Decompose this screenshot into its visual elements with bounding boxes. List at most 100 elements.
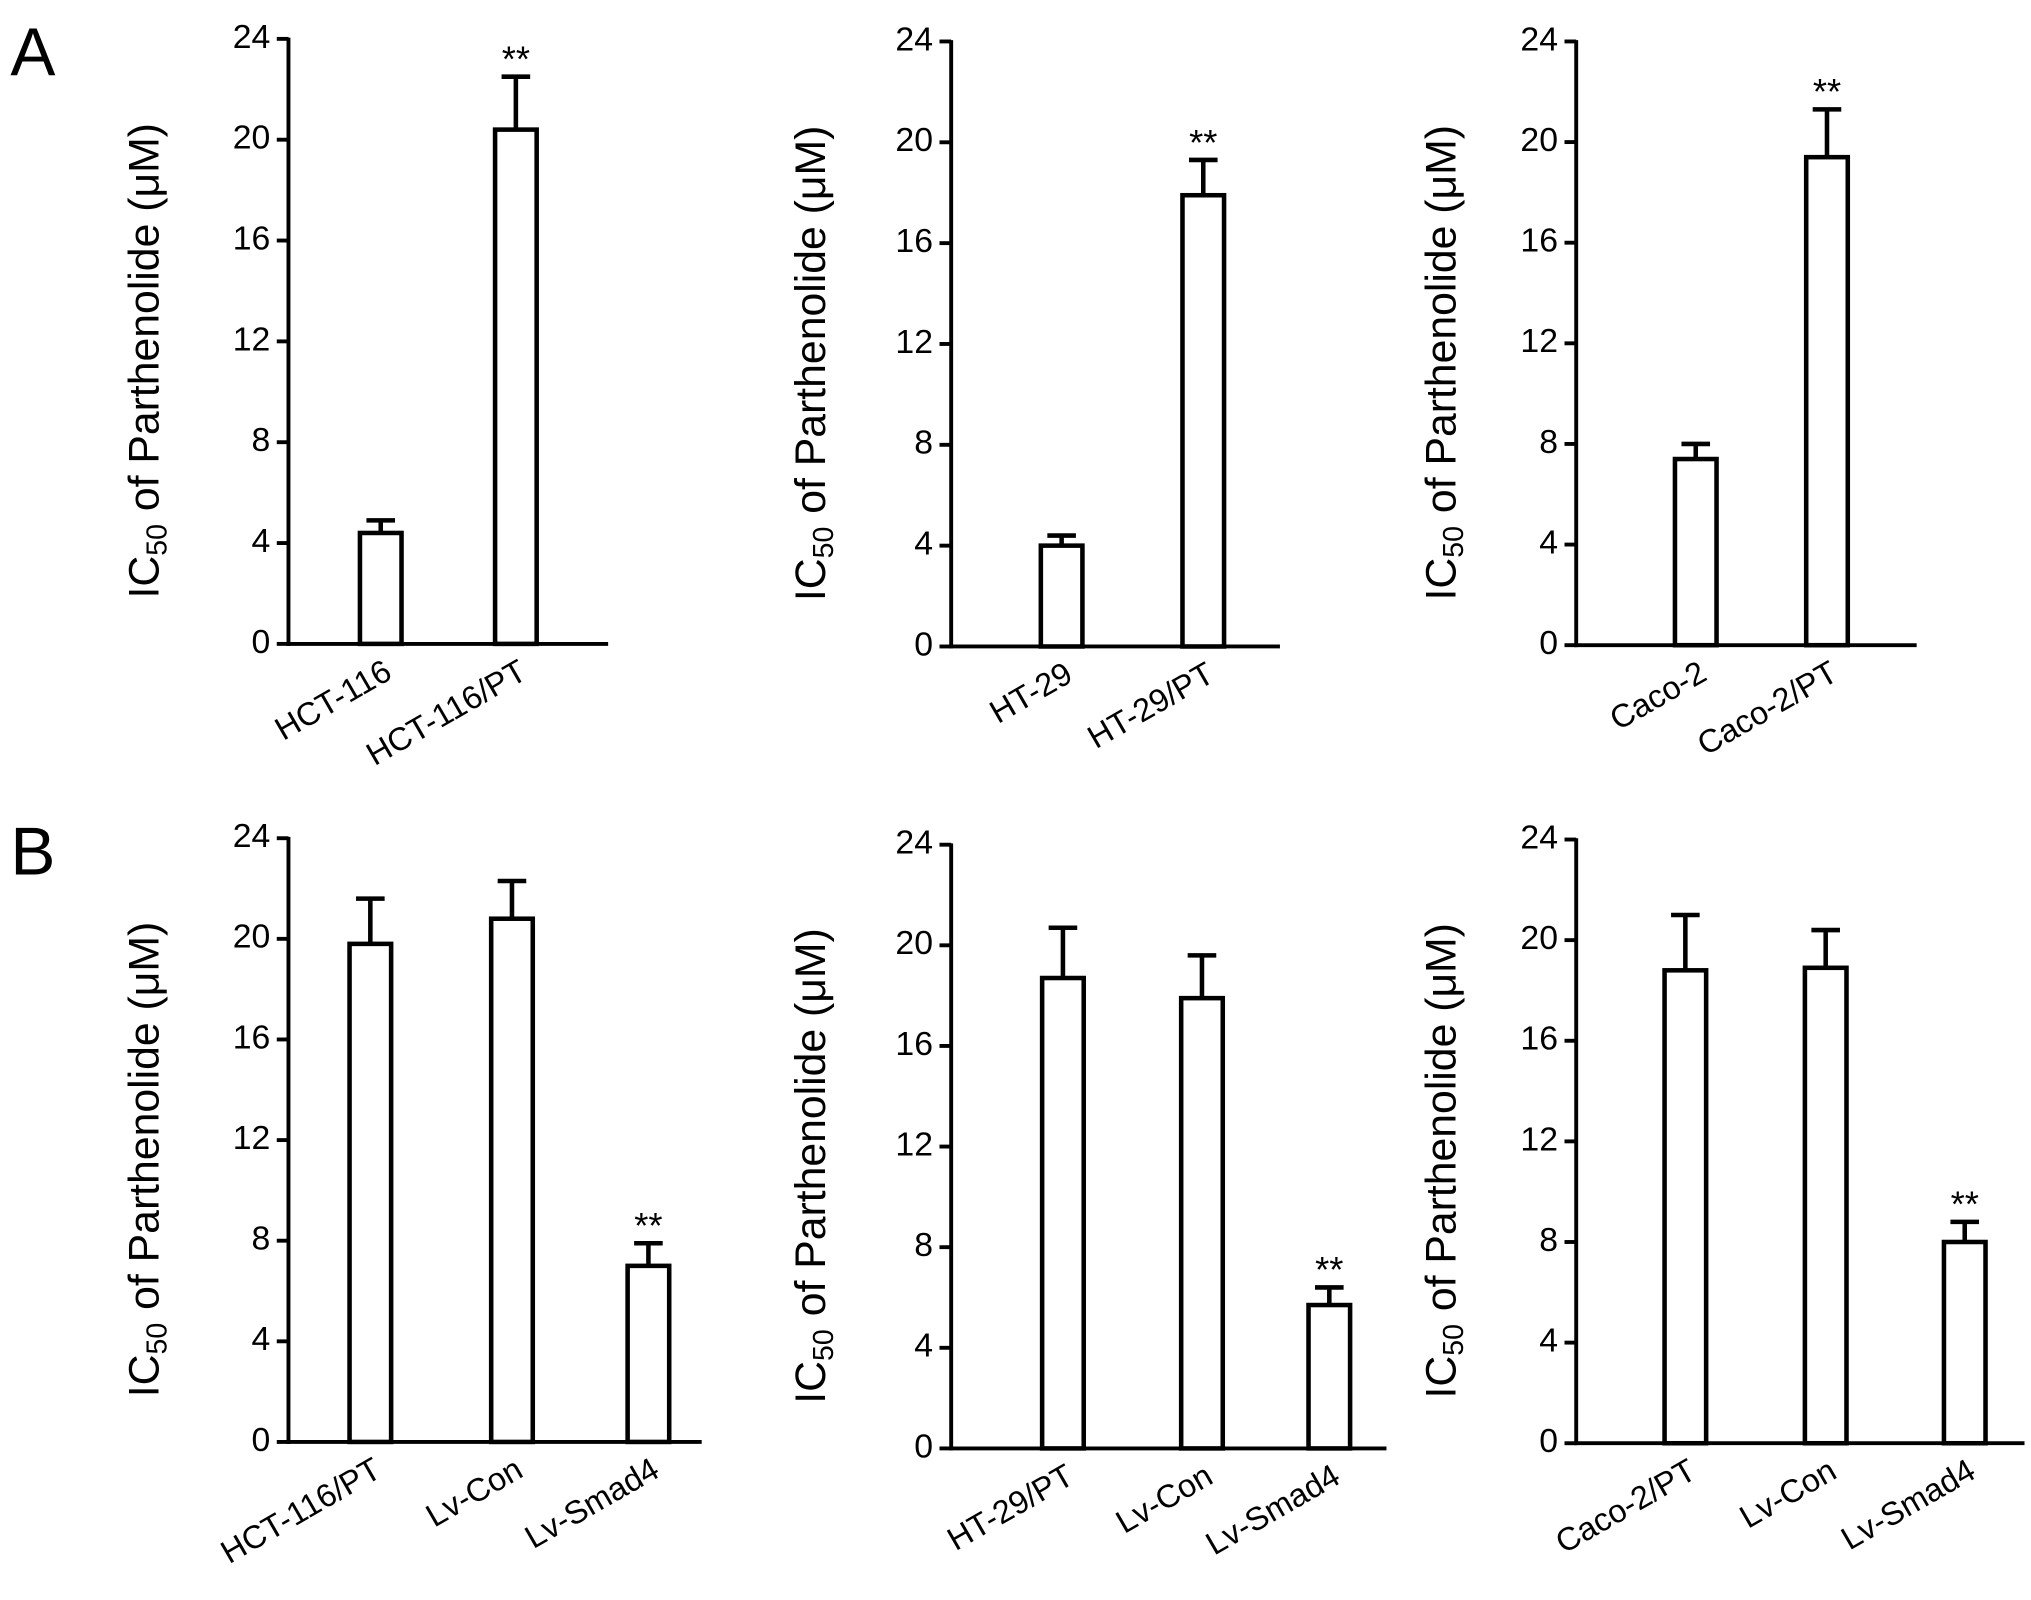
y-tick-label: 8 (251, 421, 270, 459)
x-tick-label: Caco-2 (1604, 654, 1713, 737)
y-tick-label: 12 (233, 320, 271, 358)
y-axis-label: IC50 of Parthenolide (μM) (120, 922, 173, 1397)
y-tick-label: 12 (233, 1119, 271, 1157)
y-tick-label: 4 (251, 522, 270, 560)
y-axis-label: IC50 of Parthenolide (μM) (787, 928, 840, 1403)
x-tick-label: Lv-Smad4 (1835, 1452, 1981, 1557)
y-tick-label: 0 (251, 1421, 270, 1459)
bar (1672, 456, 1719, 648)
bar (1941, 1239, 1988, 1446)
y-axis-label-main: IC (120, 1354, 168, 1397)
y-tick-label: 16 (895, 1025, 933, 1063)
x-tick-label: Lv-Con (1110, 1457, 1219, 1540)
error-bar (1671, 912, 1700, 971)
chart: HT-29 ** HT-29/PT 0 4 8 12 16 20 24 IC50 of Parthen… (787, 20, 1280, 755)
error-bar (1047, 533, 1076, 546)
bar (357, 530, 404, 647)
significance-label: ** (502, 39, 530, 80)
error-bar (501, 74, 531, 130)
y-axis-label: IC50 of Parthenolide (μM) (1417, 923, 1470, 1398)
bar (492, 127, 539, 647)
error-bar (1187, 953, 1217, 999)
bar (347, 941, 394, 1445)
y-tick-label: 20 (895, 924, 933, 962)
significance-label: ** (1951, 1184, 1979, 1225)
error-bar (366, 518, 396, 533)
y-tick-label: 20 (233, 119, 271, 157)
y-tick-label: 0 (1539, 1422, 1558, 1460)
y-tick-label: 16 (233, 219, 271, 257)
error-bar (1811, 927, 1840, 968)
error-bar (1812, 107, 1842, 158)
x-tick-label: HT-29/PT (941, 1457, 1080, 1557)
y-tick-label: 24 (1520, 20, 1558, 58)
y-axis-label: IC50 of Parthenolide (μM) (1417, 125, 1470, 600)
y-tick-label: 4 (914, 525, 933, 563)
panel-label: B (10, 815, 55, 890)
x-tick-label: HT-29/PT (1081, 655, 1220, 755)
y-axis-label-subscript: 50 (808, 1329, 840, 1361)
y-axis-label-main: IC (787, 1361, 835, 1404)
significance-label: ** (1315, 1249, 1343, 1290)
significance-label: ** (1813, 71, 1841, 112)
y-tick-label: 24 (233, 817, 271, 855)
error-bar (1048, 925, 1078, 979)
y-tick-label: 0 (251, 623, 270, 661)
y-axis-label-main: IC (1417, 558, 1465, 601)
y-tick-label: 8 (914, 1226, 933, 1264)
y-axis-label-rest: of Parthenolide (μM) (787, 928, 835, 1316)
y-tick-label: 8 (914, 424, 933, 462)
error-bar (1315, 1285, 1344, 1306)
y-axis-label-main: IC (787, 558, 835, 601)
y-axis-label-subscript: 50 (808, 527, 840, 559)
y-axis-label-main: IC (1417, 1356, 1465, 1399)
chart: Caco-2/PT Lv-Con ** Lv-Smad4 0 4 8 12 16 20 24 IC50… (1417, 818, 2025, 1560)
y-tick-label: 20 (895, 121, 933, 159)
y-tick-label: 20 (1520, 919, 1558, 957)
bar (1178, 995, 1226, 1451)
error-bar (1188, 157, 1218, 196)
y-tick-label: 4 (914, 1327, 933, 1365)
x-tick-label: Lv-Smad4 (1200, 1457, 1346, 1562)
error-bar (356, 896, 385, 944)
y-axis-label-subscript: 50 (1438, 526, 1470, 558)
y-axis-label-rest: of Parthenolide (μM) (787, 126, 835, 514)
y-tick-label: 4 (251, 1320, 270, 1358)
bar (1662, 968, 1709, 1446)
y-axis-label-rest: of Parthenolide (μM) (1417, 923, 1465, 1311)
y-tick-label: 8 (1539, 1221, 1558, 1259)
error-bar (497, 878, 527, 919)
bar (1802, 965, 1849, 1446)
y-tick-label: 20 (233, 918, 271, 956)
y-axis-label-subscript: 50 (141, 1323, 173, 1355)
y-axis-label-rest: of Parthenolide (μM) (1417, 125, 1465, 513)
error-bar (634, 1240, 663, 1266)
error-bar (1950, 1219, 1980, 1242)
x-tick-label: Lv-Con (1734, 1452, 1843, 1535)
y-tick-label: 4 (1539, 523, 1558, 561)
x-tick-label: Lv-Smad4 (519, 1451, 665, 1556)
y-tick-label: 24 (1520, 818, 1558, 856)
y-axis-label: IC50 of Parthenolide (μM) (120, 123, 173, 598)
y-tick-label: 20 (1520, 121, 1558, 159)
y-tick-label: 0 (914, 625, 933, 663)
x-tick-label: Caco-2/PT (1691, 654, 1844, 763)
y-tick-label: 12 (1520, 322, 1558, 360)
y-axis-label-rest: of Parthenolide (μM) (120, 922, 168, 1310)
x-tick-label: HT-29 (984, 655, 1079, 730)
x-tick-label: HCT-116/PT (215, 1450, 387, 1570)
bar (488, 916, 536, 1445)
significance-label: ** (634, 1205, 662, 1246)
y-tick-label: 0 (1539, 624, 1558, 662)
chart: HCT-116/PT Lv-Con ** Lv-Smad4 0 4 8 12 16 20 24 IC5… (120, 817, 702, 1570)
bar (1803, 154, 1851, 648)
y-tick-label: 0 (914, 1427, 933, 1465)
y-tick-label: 24 (233, 18, 271, 56)
y-axis-label-subscript: 50 (1438, 1324, 1470, 1356)
y-tick-label: 16 (233, 1018, 271, 1056)
panel-label: A (10, 15, 55, 90)
bar (1038, 543, 1085, 649)
